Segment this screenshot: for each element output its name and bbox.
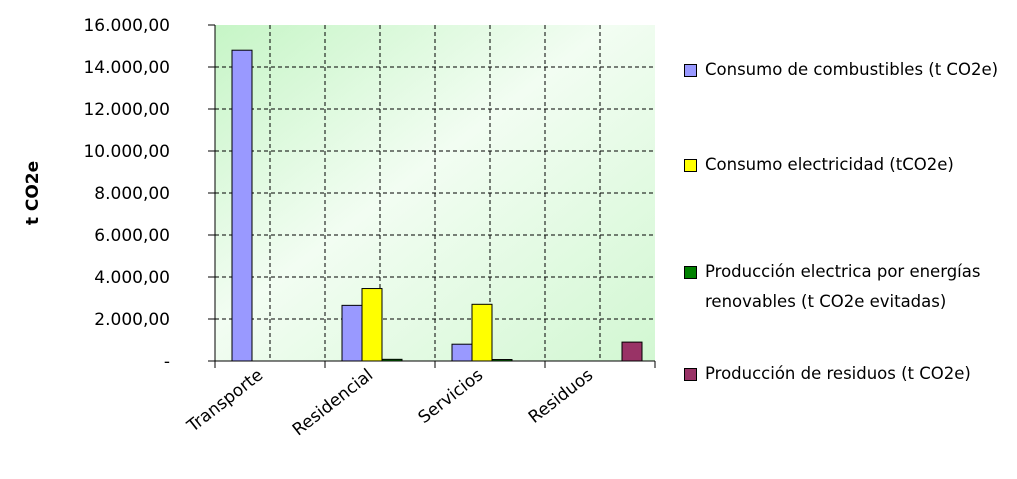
y-tick-label: - [164,352,170,372]
y-tick-label: 10.000,00 [83,142,170,162]
legend-swatch [684,64,697,77]
y-tick-label: 16.000,00 [83,16,170,36]
y-tick-label: 6.000,00 [94,226,170,246]
bar [341,304,363,362]
bar [451,343,473,362]
bar [621,341,643,362]
bar [381,358,403,362]
y-tick-label: 4.000,00 [94,268,170,288]
legend-label: Consumo electricidad (tCO2e) [705,155,954,174]
legend-label: Producción de residuos (t CO2e) [705,364,971,383]
x-tick-label: Residencial [289,365,377,440]
y-axis-label: t CO2e [23,161,43,225]
x-tick-label: Servicios [415,365,488,428]
y-tick-label: 8.000,00 [94,184,170,204]
legend-label: Consumo de combustibles (t CO2e) [705,60,999,79]
bar [361,288,383,362]
bar [491,359,513,362]
bar [231,49,253,362]
x-tick-label: Transporte [183,365,267,437]
y-tick-label: 2.000,00 [94,310,170,330]
legend-swatch [684,368,697,381]
bar [471,303,493,362]
y-tick-label: 12.000,00 [83,100,170,120]
y-tick-label: 14.000,00 [83,58,170,78]
x-tick-label: Residuos [525,365,597,428]
legend-swatch [684,266,697,279]
legend-label: Producción electrica por energías renova… [705,262,981,311]
legend-swatch [684,159,697,172]
